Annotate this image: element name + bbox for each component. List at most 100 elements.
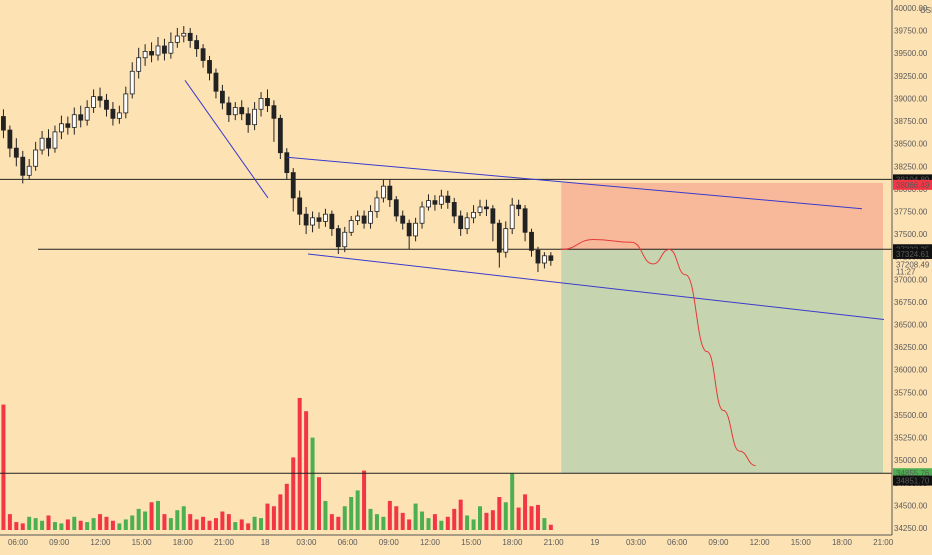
volume-bar: [104, 516, 109, 530]
price-tag-label: 34855.76: [896, 469, 930, 478]
candle-body: [355, 215, 361, 221]
candle-body: [451, 202, 457, 217]
volume-bar: [156, 500, 160, 530]
swing-trend-line[interactable]: [184, 80, 269, 199]
candle-body: [168, 41, 174, 54]
candle-body: [26, 165, 32, 176]
candle-body: [252, 108, 258, 126]
time-tick-label: 09:00: [379, 538, 400, 547]
candle-body: [110, 108, 116, 119]
volume-bar: [510, 473, 515, 530]
price-tag[interactable]: [893, 179, 932, 190]
candle-body: [310, 217, 315, 226]
candle-body: [155, 45, 161, 56]
candle-body: [380, 185, 386, 199]
candle-body: [7, 129, 13, 149]
time-tick-label: 03:00: [296, 538, 317, 547]
volume-bar: [72, 516, 77, 530]
volume-bar: [362, 470, 367, 530]
candle-body: [445, 195, 451, 203]
time-tick-label: 09:00: [708, 538, 729, 547]
time-tick-label: 06:00: [8, 538, 29, 547]
volume-bar: [85, 522, 90, 530]
candle-body: [52, 131, 58, 149]
volume-bar: [310, 437, 315, 530]
volume-bar: [523, 494, 528, 530]
price-tick-label: 35500.00: [894, 411, 928, 420]
volume-bar: [484, 512, 489, 530]
candle-body: [406, 222, 412, 237]
candle-body: [542, 255, 547, 264]
candle-body: [239, 107, 245, 115]
volume-bar: [252, 516, 257, 530]
price-tick-label: 38500.00: [894, 140, 928, 149]
price-tag[interactable]: [893, 174, 932, 185]
candle-body: [361, 215, 367, 224]
candle-body: [265, 98, 270, 107]
candle-body: [181, 32, 187, 37]
volume-bar: [65, 519, 70, 530]
projected-price-path[interactable]: [561, 239, 756, 467]
time-tick-label: 18:00: [502, 538, 523, 547]
volume-bar: [226, 514, 231, 530]
volume-bar: [78, 520, 83, 530]
candle-body: [400, 215, 406, 224]
volume-bar: [246, 523, 251, 530]
volume-bar: [130, 515, 135, 530]
volume-bar: [439, 520, 444, 530]
price-tick-label: 37000.00: [894, 275, 928, 284]
candle-body: [174, 35, 180, 43]
candle-body: [207, 60, 212, 74]
candle-body: [123, 93, 129, 114]
candle-body: [393, 199, 399, 217]
volume-bar: [317, 477, 321, 530]
candle-body: [529, 231, 534, 251]
price-tag[interactable]: [893, 475, 932, 486]
price-tick-label: 34250.00: [894, 524, 928, 533]
volume-bar: [368, 508, 373, 530]
take-profit-zone[interactable]: [561, 249, 883, 474]
candle-body: [91, 96, 96, 108]
candle-body: [20, 156, 26, 176]
volume-bar: [336, 516, 341, 530]
candle-body: [200, 48, 206, 61]
volume-bar: [478, 506, 482, 530]
candle-body: [226, 102, 232, 116]
stop-loss-zone[interactable]: [561, 182, 883, 250]
price-tag-label: 37208.49: [896, 260, 930, 269]
volume-bar: [259, 518, 264, 530]
time-tick-label: 06:00: [667, 538, 688, 547]
volume-bar: [400, 512, 405, 530]
price-tag[interactable]: [893, 259, 932, 276]
volume-bar: [239, 519, 244, 530]
candle-body: [368, 211, 373, 224]
price-tag[interactable]: [893, 468, 932, 479]
candle-body: [245, 113, 251, 126]
candle-body: [277, 117, 283, 154]
volume-bar: [149, 502, 154, 530]
candle-body: [219, 90, 225, 104]
channel-upper-line[interactable]: [286, 156, 863, 210]
volume-bar: [201, 516, 206, 530]
channel-lower-line[interactable]: [307, 253, 885, 321]
candle-body: [46, 137, 51, 149]
price-tag[interactable]: [893, 248, 932, 259]
candle-body: [71, 114, 77, 128]
volume-bar: [213, 518, 218, 530]
volume-bar: [27, 516, 32, 530]
volume-bar: [284, 483, 289, 530]
time-tick-label: 18: [261, 538, 270, 547]
volume-bar: [98, 514, 103, 530]
candle-body: [438, 195, 444, 205]
price-tag-label: 38066.49: [896, 181, 930, 190]
price-tick-label: 39500.00: [894, 49, 928, 58]
time-tick-label: 15:00: [132, 538, 153, 547]
volume-bar: [297, 398, 302, 530]
price-tick-label: 36750.00: [894, 298, 928, 307]
volume-bar: [407, 519, 412, 530]
volume-bar: [342, 506, 347, 530]
candle-body: [323, 213, 328, 222]
time-tick-label: 21:00: [873, 538, 894, 547]
